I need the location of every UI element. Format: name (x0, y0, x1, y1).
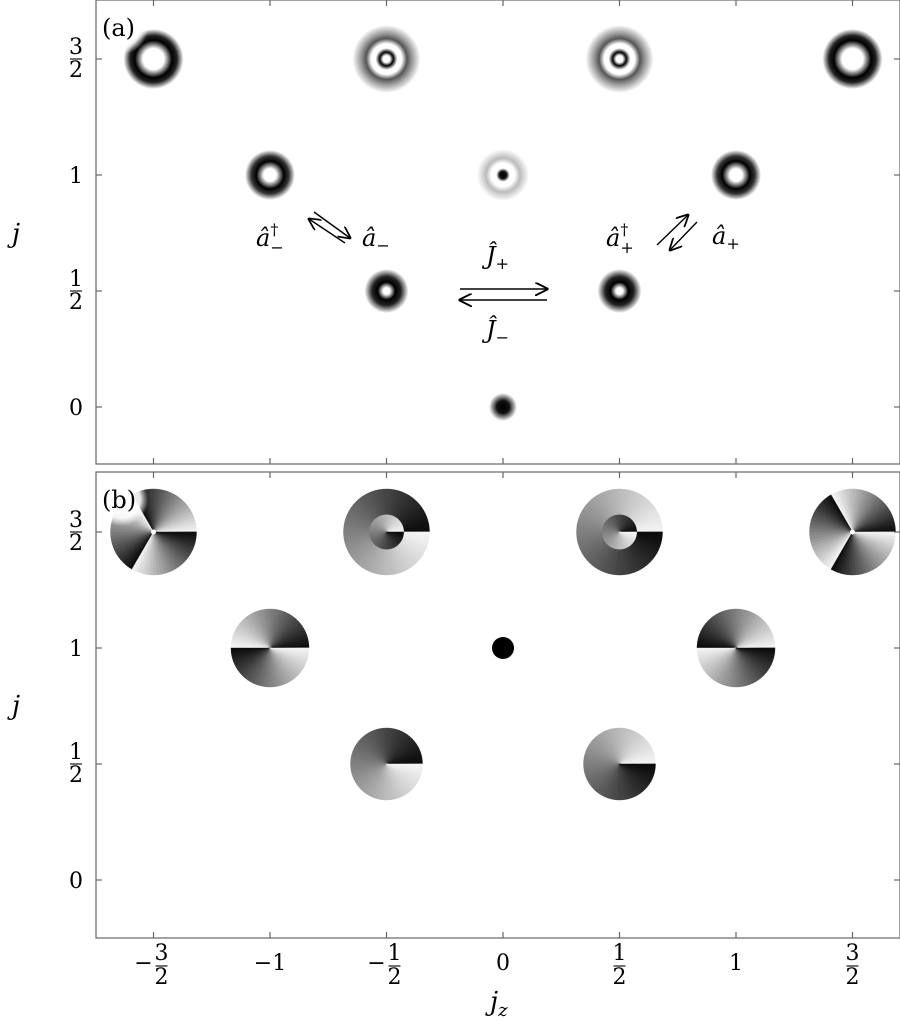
mode-intensity-2 (585, 25, 654, 93)
x-tick-label: 1 (729, 951, 743, 976)
a-minus-label: â− (362, 224, 390, 255)
x-tick-label: −12 (367, 941, 401, 990)
mode-intensity-4 (245, 150, 295, 200)
svg-text:2: 2 (846, 965, 860, 990)
svg-text:3: 3 (155, 941, 169, 966)
y-tick-label-b: 12 (69, 740, 83, 788)
y-tick-label-b: 0 (69, 869, 83, 894)
svg-text:1: 1 (388, 941, 402, 966)
svg-text:2: 2 (69, 290, 83, 315)
panel-b-tag: (b) (102, 486, 136, 514)
phase-map-6 (696, 608, 776, 688)
svg-text:1: 1 (69, 267, 83, 292)
svg-text:2: 2 (388, 965, 402, 990)
a-plus-label: â+ (712, 222, 740, 253)
j-minus-label: Ĵ− (481, 315, 509, 347)
panel-a-modes (123, 25, 883, 421)
svg-text:0: 0 (496, 951, 510, 976)
svg-text:3: 3 (846, 941, 860, 966)
y-tick-label-a: 12 (69, 267, 83, 315)
panel-b-ylabel: j (7, 691, 20, 721)
mode-intensity-9 (489, 393, 517, 421)
svg-text:2: 2 (155, 965, 169, 990)
svg-text:0: 0 (69, 396, 83, 421)
svg-text:3: 3 (69, 35, 83, 60)
phase-map-3 (809, 488, 896, 576)
phase-map-5 (492, 637, 514, 659)
a-minus-arrow (313, 211, 350, 238)
panel-b-phase-maps (110, 488, 896, 801)
phase-map-0 (110, 488, 197, 576)
y-tick-label-a: 0 (69, 396, 83, 421)
phase-map-8 (583, 727, 656, 801)
x-tick-label: 32 (846, 941, 860, 990)
x-axis-label: jz (485, 987, 508, 1020)
a-plus-arrow (670, 221, 698, 250)
phase-map-dot (492, 637, 514, 659)
svg-text:−: − (367, 951, 385, 976)
svg-text:1: 1 (613, 941, 627, 966)
mode-intensity-6 (711, 150, 761, 200)
svg-text:1: 1 (69, 740, 83, 765)
mode-intensity-1 (352, 25, 421, 93)
svg-text:1: 1 (69, 637, 83, 662)
svg-text:1: 1 (729, 951, 743, 976)
j-plus-label: Ĵ+ (481, 241, 509, 273)
svg-text:0: 0 (69, 869, 83, 894)
svg-text:2: 2 (69, 763, 83, 788)
x-tick-label: −1 (254, 951, 286, 976)
svg-text:2: 2 (69, 531, 83, 556)
svg-text:−: − (134, 951, 152, 976)
x-tick-label: −32 (134, 941, 168, 990)
phase-map-1 (343, 488, 430, 576)
svg-text:1: 1 (69, 164, 83, 189)
y-tick-label-a: 32 (69, 35, 83, 83)
y-tick-label-b: 32 (69, 508, 83, 556)
y-tick-label-b: 1 (69, 637, 83, 662)
panel-a-ylabel: j (7, 219, 20, 249)
x-tick-label: 12 (613, 941, 627, 990)
phase-map-2 (576, 488, 663, 576)
mode-intensity-5 (477, 149, 529, 201)
a-minus-dagger-label: â† − (256, 220, 284, 257)
panel-a-frame (95, 0, 900, 465)
mode-intensity-3 (822, 29, 883, 89)
mode-intensity-8 (597, 269, 642, 313)
x-tick-label: 0 (496, 951, 510, 976)
svg-text:3: 3 (69, 508, 83, 533)
panel-b-frame (95, 471, 900, 939)
a-plus-dagger-label: â† + (606, 220, 634, 257)
mode-intensity-7 (364, 269, 409, 313)
svg-text:2: 2 (613, 965, 627, 990)
svg-text:2: 2 (69, 58, 83, 83)
y-tick-label-a: 1 (69, 164, 83, 189)
panel-a-tag: (a) (102, 14, 135, 42)
svg-text:−1: −1 (254, 951, 286, 976)
phase-map-4 (230, 608, 310, 688)
a-plus-dagger-arrow (656, 215, 688, 246)
phase-map-7 (350, 727, 423, 801)
